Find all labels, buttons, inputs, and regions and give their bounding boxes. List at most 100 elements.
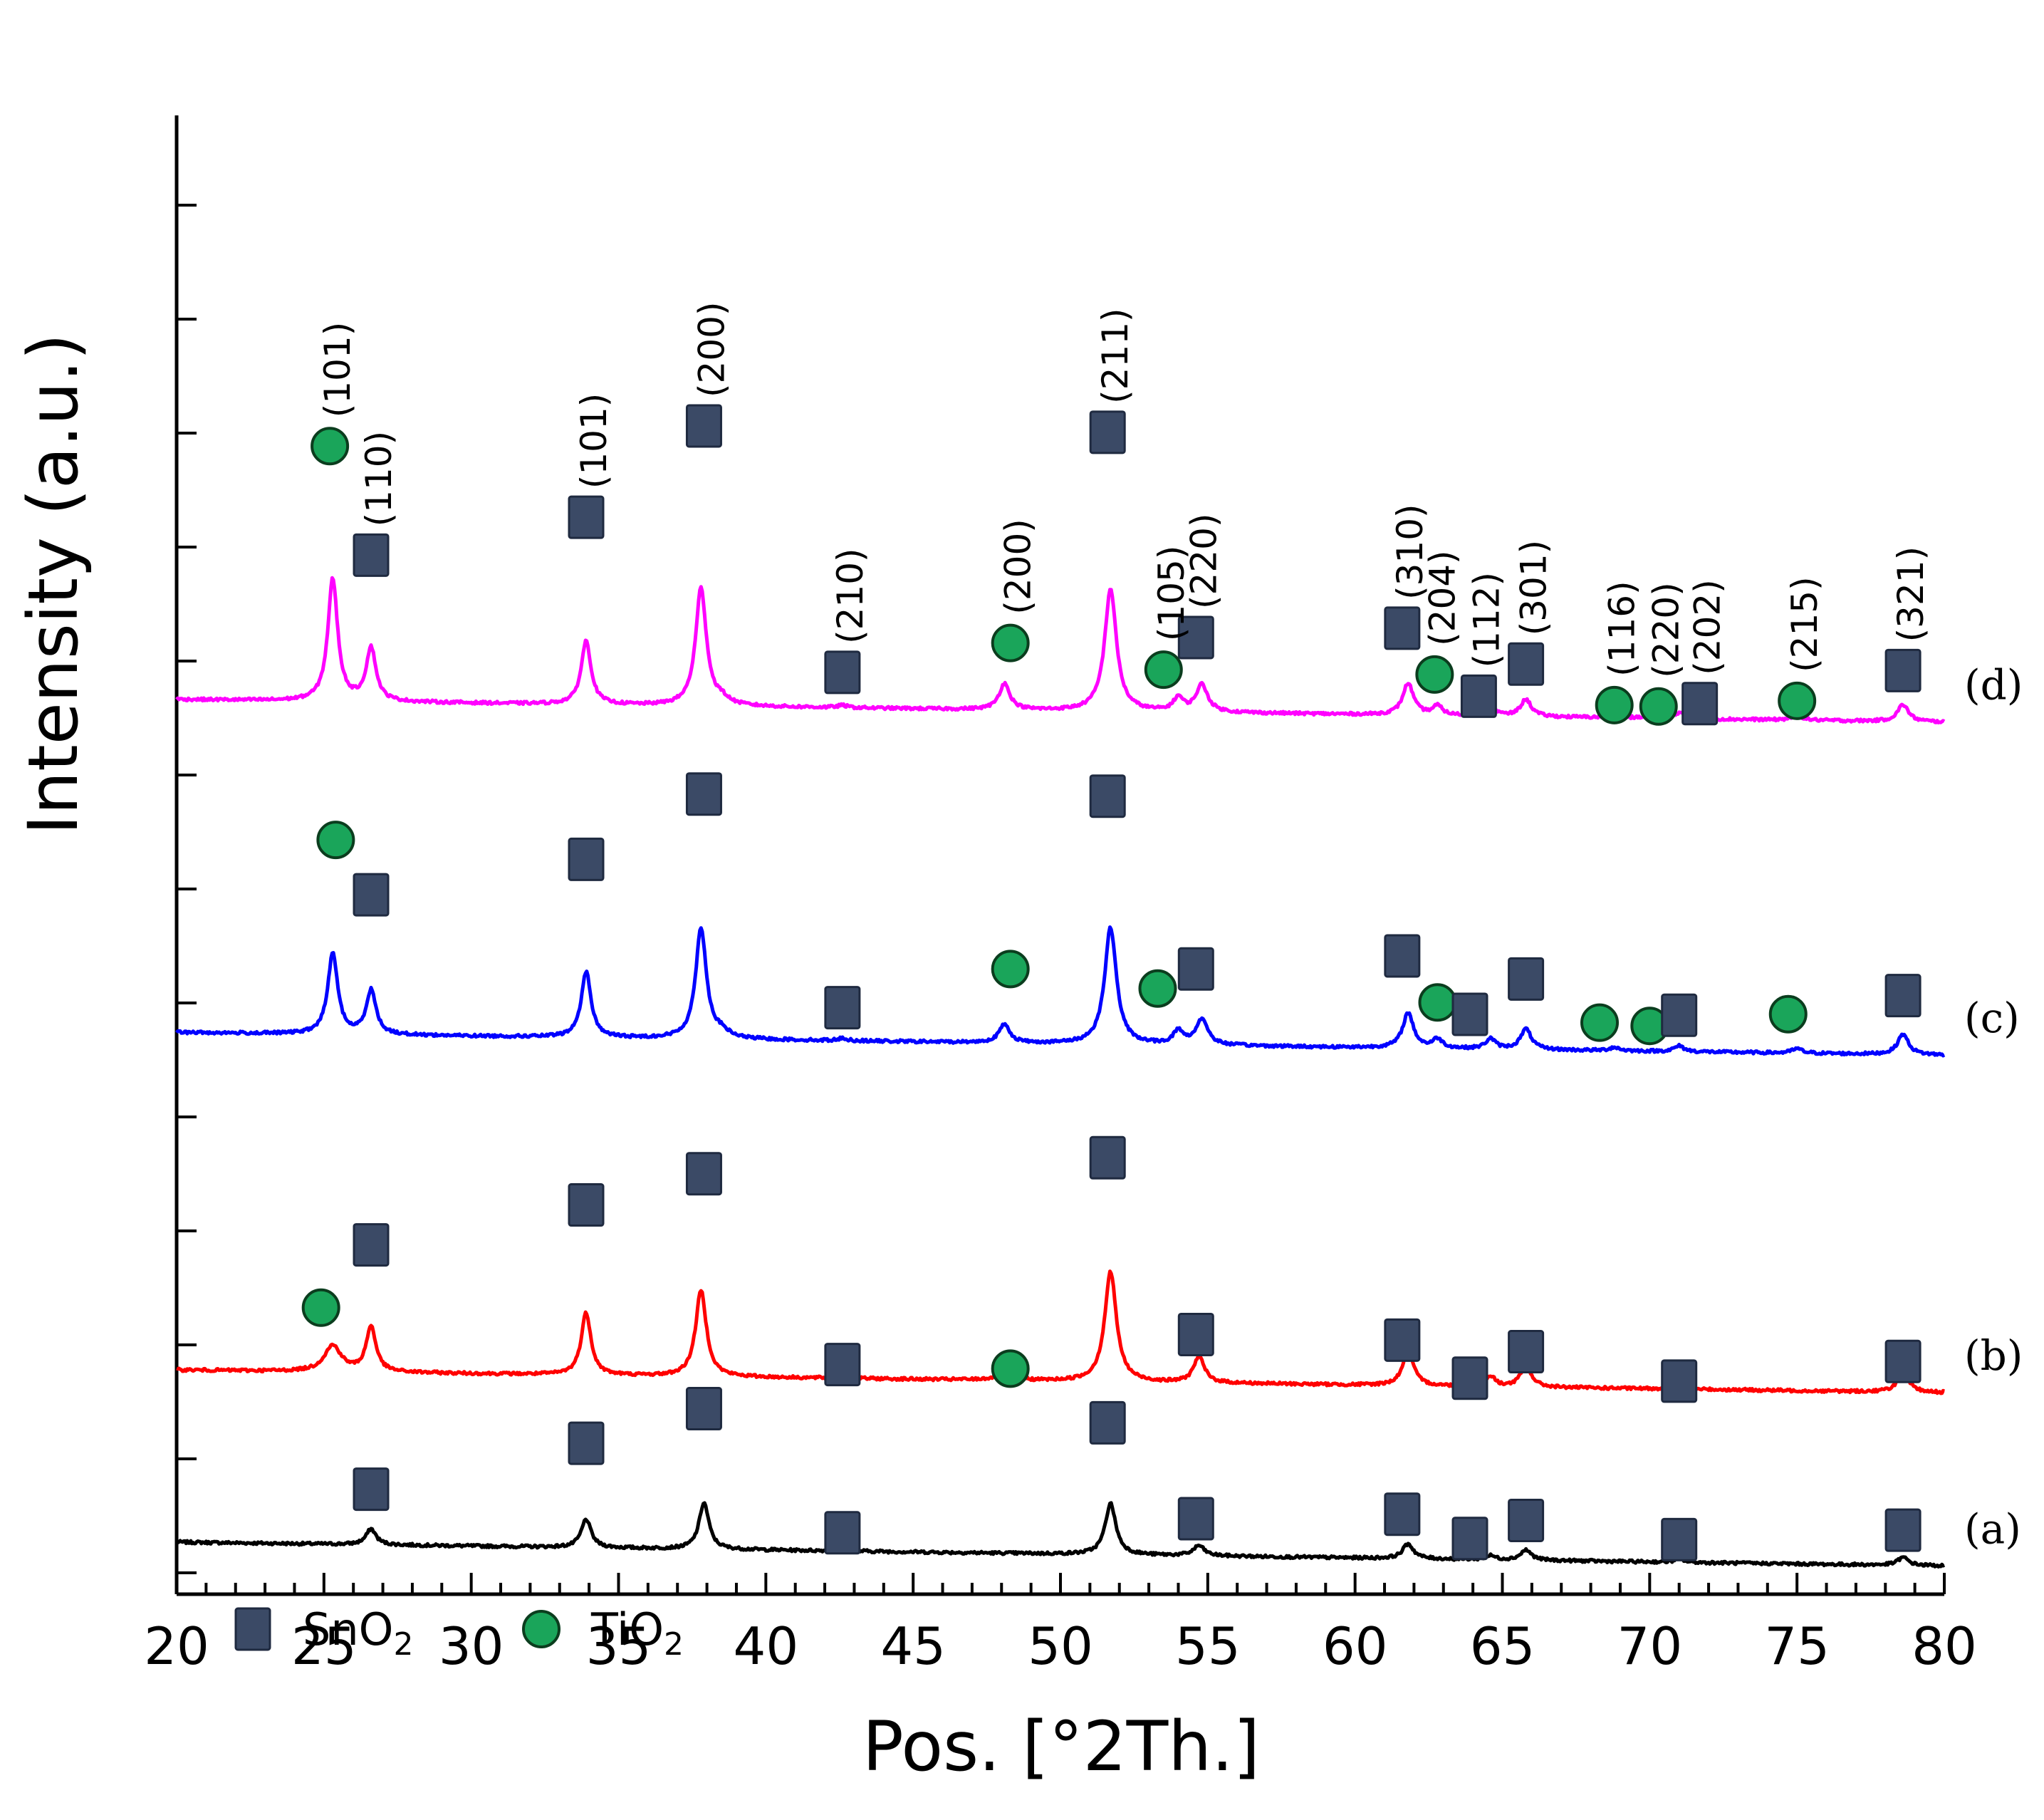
sno2-marker-a [1451, 1517, 1488, 1561]
hkl-label: (210) [830, 548, 871, 643]
sno2-marker-b [1384, 1318, 1421, 1362]
sno2-marker-d [1384, 606, 1421, 650]
tio2-marker-d [311, 427, 350, 466]
x-tick-label: 50 [1028, 1616, 1093, 1676]
sno2-marker-c [1508, 957, 1545, 1001]
hkl-label: (200) [691, 302, 732, 397]
sno2-marker-b [685, 1152, 722, 1196]
legend-subscript: 2 [393, 1626, 413, 1663]
y-axis-title: Intensity (a.u.) [14, 333, 93, 835]
trace-label-a: (a) [1964, 1504, 2021, 1553]
tio2-marker-d [1778, 681, 1817, 720]
x-tick-label: 75 [1764, 1616, 1830, 1676]
tio2-marker-d [1595, 685, 1634, 724]
legend-sno2-marker [234, 1607, 271, 1651]
sno2-marker-c [1384, 934, 1421, 978]
hkl-label: (211) [1095, 308, 1136, 403]
trace-label-d: (d) [1964, 661, 2023, 709]
sno2-marker-b [1177, 1312, 1214, 1356]
legend-tio2-marker [522, 1610, 560, 1648]
sno2-marker-d [353, 533, 390, 577]
tio2-marker-c [1138, 969, 1177, 1008]
hkl-label: (215) [1784, 576, 1825, 672]
x-tick-label: 80 [1912, 1616, 1977, 1676]
sno2-marker-b [1508, 1330, 1545, 1374]
hkl-label: (112) [1466, 572, 1507, 667]
hkl-label: (105) [1151, 546, 1192, 641]
sno2-marker-a [1508, 1498, 1545, 1542]
x-tick-label: 35 [586, 1616, 652, 1676]
hkl-label: (301) [1513, 540, 1555, 635]
legend-subscript: 2 [664, 1626, 684, 1663]
tio2-marker-c [316, 821, 355, 860]
traces [175, 576, 1946, 1569]
hkl-label: (110) [358, 431, 400, 526]
sno2-marker-c [1089, 774, 1126, 818]
hkl-label: (101) [573, 393, 615, 489]
sno2-marker-a [568, 1421, 605, 1465]
sno2-marker-a [353, 1467, 390, 1512]
sno2-marker-d [568, 495, 605, 539]
sno2-marker-b [1884, 1339, 1922, 1383]
sno2-marker-c [1177, 947, 1214, 991]
sno2-marker-b [824, 1343, 861, 1387]
sno2-marker-d [685, 404, 722, 448]
sno2-marker-a [685, 1387, 722, 1431]
hkl-label: (116) [1602, 581, 1643, 676]
sno2-marker-d [1177, 615, 1214, 660]
tio2-marker-b [301, 1288, 340, 1327]
x-tick-label: 25 [291, 1616, 357, 1676]
hkl-labels: (101)(110) (101)(200)(210) (200)(211)(105)… [317, 302, 1931, 678]
sno2-marker-d [1884, 648, 1922, 692]
x-tick-label: 45 [880, 1616, 946, 1676]
hkl-label: (321) [1890, 546, 1931, 642]
x-tick-label: 30 [439, 1616, 504, 1676]
sno2-marker-c [685, 772, 722, 816]
sno2-marker-b [1661, 1359, 1698, 1403]
sno2-marker-a [1884, 1508, 1922, 1552]
legend-label-tio2: TiO2 [590, 1603, 684, 1663]
phase-markers [301, 404, 1922, 1561]
sno2-marker-b [568, 1183, 605, 1227]
sno2-marker-a [1089, 1400, 1126, 1445]
sno2-marker-a [1661, 1517, 1698, 1561]
x-tick-label: 60 [1323, 1616, 1388, 1676]
sno2-marker-c [568, 837, 605, 881]
sno2-marker-c [1884, 974, 1922, 1018]
tio2-marker-c [991, 950, 1030, 989]
tio2-marker-c [1418, 983, 1457, 1022]
x-tick-label: 70 [1617, 1616, 1683, 1676]
sno2-marker-c [1451, 992, 1488, 1036]
sno2-marker-b [1451, 1356, 1488, 1400]
sno2-marker-a [824, 1511, 861, 1555]
sno2-marker-d [1681, 682, 1719, 726]
hkl-label: (101) [317, 322, 358, 417]
tio2-marker-d [1415, 655, 1454, 694]
hkl-label: (204) [1422, 550, 1463, 645]
sno2-marker-a [1177, 1497, 1214, 1541]
trace-b [176, 1269, 1946, 1395]
sno2-marker-c [824, 986, 861, 1030]
hkl-label: (202) [1687, 579, 1728, 675]
x-ticks: 20 25 30 35 40 45 50 55 60 65 70 75 80 [144, 1573, 1977, 1676]
sno2-marker-d [1508, 642, 1545, 686]
hkl-label: (220) [1646, 582, 1687, 677]
tio2-marker-c [1768, 994, 1808, 1034]
hkl-label: (310) [1389, 504, 1431, 599]
trace-c [175, 925, 1946, 1058]
sno2-marker-d [1460, 674, 1497, 718]
tio2-marker-d [1639, 687, 1678, 726]
tio2-marker-c [1580, 1003, 1620, 1042]
trace-a [175, 1501, 1946, 1569]
hkl-label: (220) [1183, 514, 1224, 609]
x-tick-label: 40 [734, 1616, 799, 1676]
x-tick-label: 20 [144, 1616, 209, 1676]
legend-label-sno2: SnO2 [303, 1603, 413, 1663]
sno2-marker-b [1089, 1135, 1126, 1180]
x-axis-title: Pos. [°2Th.] [862, 1707, 1260, 1787]
tio2-marker-b [991, 1349, 1030, 1388]
x-tick-label: 65 [1470, 1616, 1535, 1676]
trace-label-c: (c) [1964, 994, 2020, 1042]
trace-labels: (a) (b) (c) (d) [1964, 661, 2023, 1554]
